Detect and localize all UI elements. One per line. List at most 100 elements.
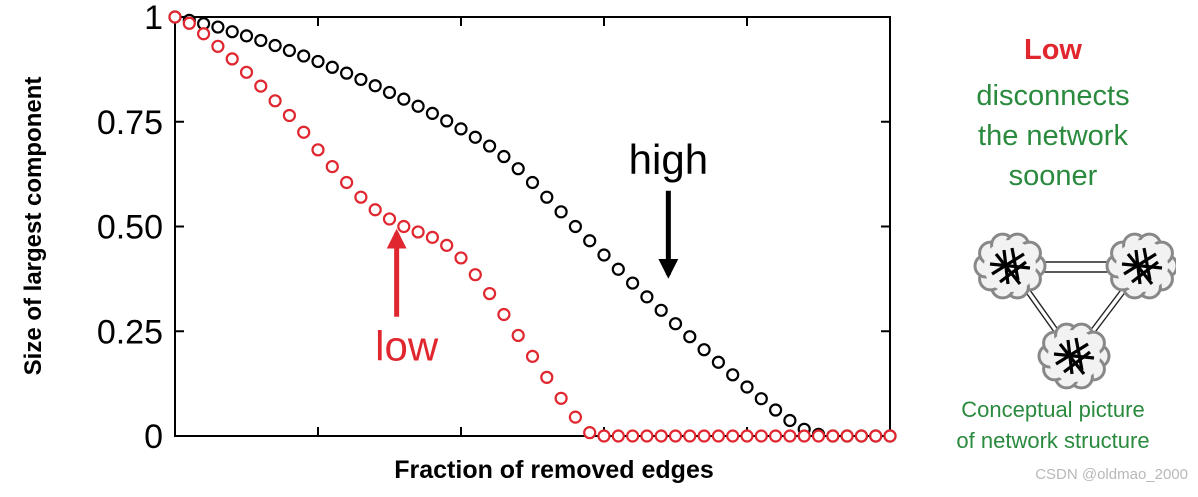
data-point-low (239, 65, 254, 79)
data-point-low (583, 426, 597, 440)
x-axis-ticks (174, 17, 891, 436)
data-point-high (425, 106, 439, 120)
data-point-high (783, 413, 797, 428)
percolation-chart: 0 0.25 0.50 0.75 1 high low Fraction of remov… (20, 0, 897, 484)
data-point-low (540, 370, 554, 384)
data-point-high (697, 343, 711, 357)
data-point-high (497, 149, 511, 164)
data-point-high (254, 33, 268, 48)
data-point-low (211, 39, 225, 53)
data-point-high (282, 43, 296, 58)
data-point-low (454, 251, 468, 265)
data-point-low (740, 429, 754, 443)
data-point-low (625, 429, 640, 443)
data-point-low (311, 143, 325, 157)
data-point-low (711, 429, 726, 443)
data-point-low (768, 429, 783, 443)
data-point-low (382, 212, 397, 226)
data-point-low (325, 159, 339, 174)
data-point-low (869, 429, 883, 443)
network-cluster-icon (973, 232, 1047, 300)
data-point-high (511, 162, 525, 176)
data-point-low (883, 429, 897, 443)
data-point-high (368, 79, 382, 93)
data-point-low (597, 429, 611, 443)
data-point-high (340, 66, 354, 80)
data-point-low (197, 27, 211, 41)
y-axis-label: Size of largest component (20, 77, 47, 376)
data-point-high (239, 29, 254, 43)
data-point-low (654, 429, 668, 443)
data-point-high (440, 114, 454, 128)
data-point-low (368, 203, 382, 217)
data-point-low (268, 94, 282, 108)
network-cluster-icon (1037, 322, 1111, 390)
data-point-low (225, 52, 239, 66)
series-layer (168, 10, 897, 443)
data-point-high (525, 175, 540, 190)
data-point-low (854, 429, 869, 443)
plot-border (174, 16, 891, 437)
data-point-low (726, 429, 740, 443)
data-point-low (811, 429, 826, 443)
side-description-line: sooner (1008, 160, 1098, 192)
data-point-low (683, 429, 697, 443)
annotation-label-low: low (375, 323, 439, 370)
data-point-low (182, 16, 196, 30)
network-cluster-icon (1105, 232, 1176, 300)
data-point-low (754, 429, 768, 443)
data-point-low (797, 429, 811, 443)
data-point-high (654, 303, 668, 317)
data-point-high (411, 99, 425, 113)
data-point-high (554, 205, 568, 219)
data-point-high (611, 262, 625, 276)
data-point-low (254, 79, 268, 93)
data-point-high (726, 368, 740, 382)
data-point-high (597, 248, 611, 262)
data-point-high (382, 85, 397, 100)
side-description-line: disconnects (976, 80, 1130, 112)
data-point-low (411, 225, 425, 239)
side-headline: Low (1024, 34, 1082, 66)
data-point-high (468, 130, 482, 144)
data-point-high (211, 20, 225, 34)
data-point-high (225, 25, 239, 39)
data-point-low (668, 429, 683, 443)
y-tick-label: 0.25 (97, 313, 163, 351)
data-point-low (511, 328, 525, 343)
annotation-label-high: high (629, 136, 708, 183)
data-point-low (425, 230, 439, 244)
data-point-high (640, 290, 654, 304)
data-point-low (282, 108, 296, 123)
data-point-high (768, 403, 783, 417)
data-point-low (297, 125, 311, 139)
annotations-layer: high low (375, 136, 708, 370)
data-point-low (826, 429, 840, 443)
data-point-high (740, 380, 754, 394)
series-high (168, 10, 897, 443)
data-point-high (625, 276, 640, 290)
data-point-low (611, 429, 625, 443)
data-point-high (483, 139, 497, 153)
data-point-high (268, 38, 282, 53)
data-point-low (483, 286, 497, 301)
data-point-low (468, 268, 482, 282)
data-point-low (554, 391, 568, 405)
data-point-high (711, 355, 726, 369)
y-tick-label: 1 (144, 0, 163, 37)
data-point-high (568, 219, 583, 234)
data-point-high (683, 330, 697, 344)
data-point-high (454, 122, 468, 136)
data-point-high (754, 392, 768, 406)
data-point-low (568, 410, 583, 424)
data-point-low (354, 190, 368, 204)
data-point-high (397, 92, 411, 106)
side-description: disconnects the network sooner (930, 76, 1176, 196)
y-axis-ticks: 0 0.25 0.50 0.75 1 (97, 0, 890, 456)
side-caption-line: Conceptual picture (961, 397, 1145, 422)
side-caption-line: of network structure (956, 428, 1150, 453)
data-point-low (525, 349, 540, 363)
data-point-low (697, 429, 711, 443)
data-point-high (540, 190, 554, 204)
series-low (168, 10, 897, 443)
